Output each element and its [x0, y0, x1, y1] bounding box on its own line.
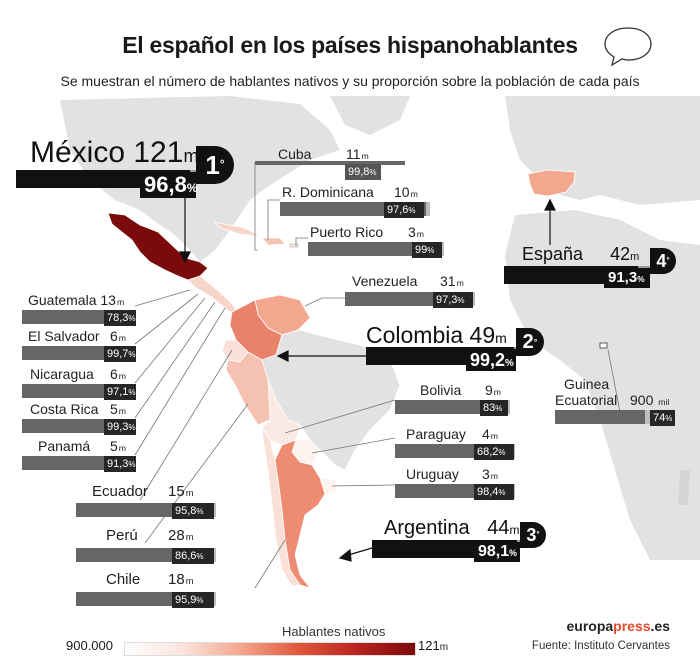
- nicaragua-speakers: 6: [110, 366, 118, 382]
- el-salvador-name: El Salvador: [28, 328, 100, 344]
- paraguay-speakers: 4: [482, 426, 490, 442]
- colombia-name: Colombia: [366, 322, 464, 348]
- nicaragua-pct: 97,1%: [104, 384, 136, 400]
- legend-max: 121m: [418, 638, 449, 653]
- peru-pct: 86,6%: [172, 548, 214, 564]
- puerto-rico-land: [289, 243, 299, 248]
- spain-rank: 4°: [650, 248, 676, 274]
- guatemala-pct: 78,3%: [104, 310, 136, 326]
- spain-pct: 91,3%: [604, 268, 650, 288]
- peru-speakers: 28: [168, 527, 185, 544]
- venezuela-speakers: 31: [440, 273, 456, 289]
- puerto-rico-speakers: 3: [408, 224, 416, 240]
- guinea-pct: 74%: [650, 410, 675, 426]
- ecuador-pct: 95,8%: [172, 503, 214, 519]
- costa-rica-speakers: 5: [110, 401, 118, 417]
- panama-name: Panamá: [38, 438, 91, 454]
- colombia-speakers: 49: [469, 322, 496, 348]
- mexico-unit: m: [183, 146, 199, 166]
- chile-speakers: 18: [168, 571, 185, 588]
- cuba-pct: 99,8%: [345, 164, 381, 180]
- dominicana-name: R. Dominicana: [282, 184, 374, 200]
- dominicana-speakers: 10: [394, 184, 410, 200]
- paraguay-name: Paraguay: [406, 426, 466, 442]
- guinea-name-line1: Guinea: [564, 376, 610, 392]
- page-title: El español en los países hispanohablante…: [122, 32, 578, 58]
- cuba-speakers: 11: [346, 146, 361, 162]
- panama-speakers: 5: [110, 438, 118, 454]
- mexico-rank: 1°: [196, 146, 234, 184]
- cuba-bar: [255, 161, 405, 165]
- legend-gradient: [124, 642, 416, 656]
- chile-name: Chile: [106, 571, 141, 588]
- puerto-rico-bar: [308, 242, 444, 256]
- argentina-name: Argentina: [384, 517, 470, 539]
- venezuela-name: Venezuela: [352, 273, 418, 289]
- mexico-pct: 96,8%: [140, 172, 198, 198]
- colombia-pct: 99,2%: [466, 349, 516, 371]
- page-subtitle: Se muestran el número de hablantes nativ…: [60, 73, 640, 89]
- nicaragua-name: Nicaragua: [30, 366, 94, 382]
- argentina-rank: 3°: [520, 522, 546, 548]
- venezuela-pct: 97,3%: [433, 292, 473, 308]
- puerto-rico-name: Puerto Rico: [310, 224, 384, 240]
- panama-pct: 91,3%: [104, 456, 136, 472]
- uruguay-pct: 98,4%: [474, 484, 514, 500]
- guatemala-name: Guatemala: [28, 292, 97, 308]
- guinea-name-line2: Ecuatorial: [555, 392, 618, 408]
- bolivia-name: Bolivia: [420, 382, 462, 398]
- argentina-speakers: 44: [487, 517, 510, 539]
- cuba-land: [213, 221, 261, 237]
- brand-logo: europapress.es: [566, 618, 670, 634]
- mexico-speakers: 121: [133, 136, 184, 169]
- greenland-land: [330, 96, 410, 135]
- el-salvador-speakers: 6: [110, 328, 118, 344]
- cuba-name: Cuba: [278, 146, 312, 162]
- chile-land: [261, 427, 301, 587]
- speech-bubble-icon: [604, 27, 652, 67]
- guinea-speakers: 900: [630, 392, 654, 408]
- argentina-pct: 98,1%: [474, 542, 520, 562]
- legend-min: 900.000: [66, 638, 113, 653]
- spain-land: [527, 169, 576, 197]
- ecuador-speakers: 15: [168, 483, 185, 500]
- bolivia-speakers: 9: [485, 382, 493, 398]
- spain-speakers: 42: [610, 244, 631, 264]
- central-america-land: [187, 275, 239, 313]
- costa-rica-pct: 99,3%: [104, 419, 136, 435]
- el-salvador-pct: 99,7%: [104, 346, 136, 362]
- ecuador-name: Ecuador: [92, 483, 148, 500]
- source-note: Fuente: Instituto Cervantes: [531, 640, 670, 652]
- uruguay-speakers: 3: [482, 466, 490, 482]
- spain-name: España: [522, 244, 584, 264]
- madagascar-land: [678, 470, 690, 505]
- africa-land: [505, 210, 700, 560]
- costa-rica-name: Costa Rica: [30, 401, 99, 417]
- guatemala-speakers: 13: [100, 292, 116, 308]
- chile-pct: 95,9%: [172, 592, 214, 608]
- paraguay-pct: 68,2%: [474, 444, 514, 460]
- colombia-rank: 2°: [516, 328, 544, 356]
- puerto-rico-pct: 99%: [412, 242, 442, 258]
- guinea-ecuatorial-marker: [599, 342, 608, 349]
- hispaniola-land: [261, 237, 286, 246]
- peru-name: Perú: [106, 527, 138, 544]
- uruguay-name: Uruguay: [406, 466, 459, 482]
- mexico-name: México: [30, 136, 126, 169]
- bolivia-pct: 83%: [480, 400, 508, 416]
- legend-title: Hablantes nativos: [282, 624, 386, 639]
- dominicana-pct: 97,6%: [384, 202, 424, 218]
